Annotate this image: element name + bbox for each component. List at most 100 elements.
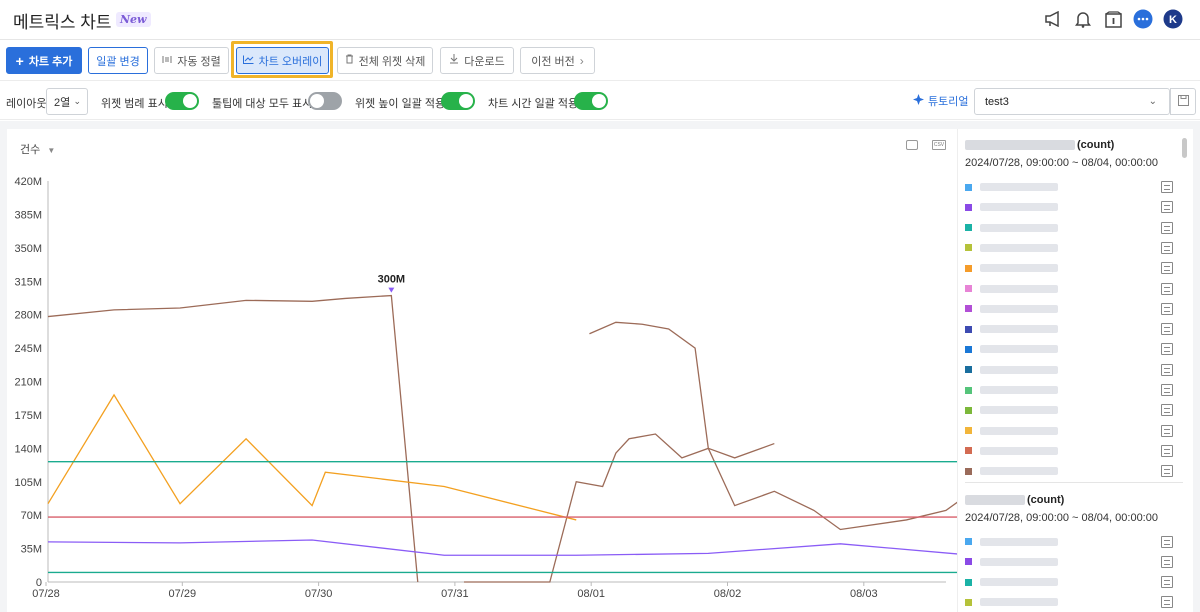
y-tick-label: 315M — [14, 276, 42, 288]
legend-item[interactable] — [965, 404, 1173, 417]
detail-table-icon[interactable] — [1161, 384, 1173, 396]
legend-swatch — [965, 578, 972, 586]
detail-table-icon[interactable] — [1161, 465, 1173, 478]
tooltip-toggle-label: 툴팁에 대상 모두 표시 — [212, 98, 313, 110]
y-tick-label: 140M — [14, 443, 42, 455]
csv-icon[interactable]: CSV — [932, 140, 946, 150]
detail-table-icon[interactable] — [1161, 363, 1173, 376]
redacted-text — [980, 223, 1058, 232]
x-tick-label: 07/30 — [305, 588, 333, 600]
time-toggle[interactable] — [574, 92, 608, 110]
legend-item[interactable] — [965, 282, 1173, 295]
legend-item[interactable] — [965, 241, 1173, 254]
line-chart-icon — [242, 55, 254, 67]
layout-select[interactable]: 2열 ⌄ — [46, 88, 88, 115]
chevron-down-icon: ⌄ — [73, 96, 81, 106]
auto-sort-button[interactable]: 자동 정렬 — [154, 47, 229, 74]
legend-item[interactable] — [965, 302, 1173, 315]
x-tick-label: 08/01 — [577, 588, 605, 600]
options-bar: 레이아웃 2열 ⌄ 위젯 범례 표시 툴팁에 대상 모두 표시 위젯 높이 일괄… — [0, 82, 1200, 120]
save-button[interactable] — [1170, 88, 1196, 115]
legend-swatch — [965, 345, 972, 353]
info-box-icon[interactable] — [1102, 8, 1124, 30]
detail-table-icon[interactable] — [1161, 404, 1173, 417]
legend-swatch — [965, 244, 972, 252]
legend-item[interactable] — [965, 555, 1173, 568]
legend-item[interactable] — [965, 444, 1173, 457]
legend-item[interactable] — [965, 221, 1173, 234]
layout-value: 2열 — [54, 96, 71, 109]
camera-icon[interactable] — [906, 140, 918, 150]
legend-swatch — [965, 598, 972, 606]
previous-version-button[interactable]: 이전 버전 › — [520, 47, 595, 74]
metric-select[interactable]: 건수 ▼ — [20, 141, 55, 157]
save-icon — [1177, 93, 1189, 111]
height-toggle[interactable] — [441, 92, 475, 110]
legend-item[interactable] — [965, 535, 1173, 548]
legend-swatch — [965, 203, 972, 211]
y-tick-label: 175M — [14, 410, 42, 422]
detail-table-icon[interactable] — [1161, 424, 1173, 437]
detail-table-icon[interactable] — [1161, 302, 1173, 315]
tutorial-link[interactable]: 튜토리얼 — [913, 93, 968, 109]
detail-table-icon[interactable] — [1161, 596, 1173, 609]
chat-icon[interactable] — [1132, 8, 1154, 30]
legend-swatch — [965, 386, 972, 394]
tooltip-toggle[interactable] — [308, 92, 342, 110]
avatar[interactable]: K — [1162, 8, 1184, 30]
detail-table-icon[interactable] — [1161, 444, 1173, 457]
detail-table-icon[interactable] — [1161, 323, 1173, 336]
legend-item[interactable] — [965, 262, 1173, 275]
legend-item[interactable] — [965, 576, 1173, 589]
detail-table-icon[interactable] — [1161, 555, 1173, 568]
legend-swatch — [965, 325, 972, 333]
redacted-text — [980, 284, 1058, 293]
detail-table-icon[interactable] — [1161, 221, 1173, 234]
detail-table-icon[interactable] — [1161, 576, 1173, 589]
redacted-text — [980, 537, 1058, 546]
toggle-knob — [459, 94, 473, 108]
y-tick-label: 210M — [14, 377, 42, 389]
legend-toggle-label: 위젯 범례 표시 — [101, 98, 168, 110]
add-chart-label: 차트 추가 — [28, 55, 73, 68]
chart-overlay-label: 차트 오버레이 — [258, 55, 323, 68]
download-button[interactable]: 다운로드 — [440, 47, 514, 74]
header-icons: K — [1042, 8, 1184, 30]
detail-table-icon[interactable] — [1161, 282, 1173, 295]
detail-table-icon[interactable] — [1161, 343, 1173, 356]
legend-item[interactable] — [965, 201, 1173, 214]
add-chart-button[interactable]: + 차트 추가 — [6, 47, 82, 74]
detail-table-icon[interactable] — [1161, 201, 1173, 214]
detail-table-icon[interactable] — [1161, 181, 1173, 193]
legend-scrollbar[interactable] — [1182, 138, 1187, 158]
detail-table-icon[interactable] — [1161, 535, 1173, 548]
detail-table-icon[interactable] — [1161, 241, 1173, 254]
caret-down-icon: ▼ — [47, 146, 56, 155]
preset-select[interactable]: test3 ⌄ — [974, 88, 1170, 115]
legend-item[interactable] — [965, 363, 1173, 376]
legend-item[interactable] — [965, 384, 1173, 396]
y-tick-label: 105M — [14, 477, 42, 489]
line-chart: 420M 385M 350M 315M 280M 245M 210M 175M 140M 105M… — [14, 176, 960, 600]
legend-item[interactable] — [965, 465, 1173, 478]
detail-table-icon[interactable] — [1161, 262, 1173, 275]
legend-item[interactable] — [965, 323, 1173, 336]
legend-item[interactable] — [965, 343, 1173, 356]
chart-overlay-button[interactable]: 차트 오버레이 — [236, 47, 329, 74]
legend-item[interactable] — [965, 596, 1173, 609]
legend-item[interactable] — [965, 424, 1173, 437]
megaphone-icon[interactable] — [1042, 8, 1064, 30]
legend-toggle[interactable] — [165, 92, 199, 110]
legend-swatch — [965, 467, 972, 475]
legend-swatch — [965, 427, 972, 435]
redacted-text — [980, 365, 1058, 374]
change-all-button[interactable]: 일괄 변경 — [88, 47, 148, 74]
download-label: 다운로드 — [464, 55, 505, 68]
bell-icon[interactable] — [1072, 8, 1094, 30]
redacted-text — [980, 406, 1058, 415]
legend-swatch — [965, 447, 972, 455]
plus-icon: + — [15, 52, 24, 69]
toolbar: + 차트 추가 일괄 변경 자동 정렬 차트 오버레이 전체 위젯 삭제 다운로… — [0, 41, 1200, 115]
delete-all-widgets-button[interactable]: 전체 위젯 삭제 — [337, 47, 433, 74]
legend-item[interactable] — [965, 181, 1173, 193]
